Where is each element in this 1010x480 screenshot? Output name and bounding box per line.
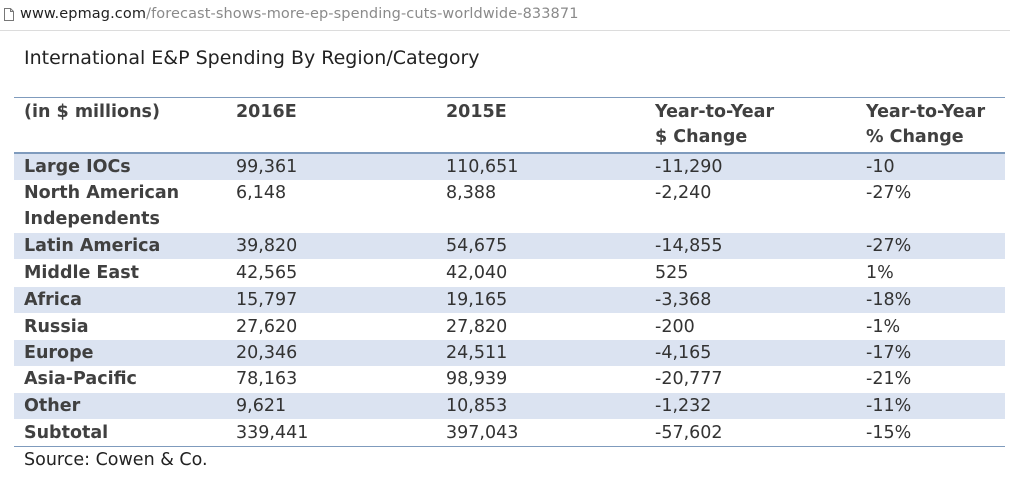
page-icon xyxy=(4,8,14,21)
table-bottom-rule xyxy=(14,446,1005,447)
table-row: Other 9,621 10,853 -1,232 -11% xyxy=(14,393,1005,419)
cell-dollar-change: -20,777 xyxy=(655,369,723,389)
header-pct-change-line2: % Change xyxy=(866,127,964,147)
cell-2015e: 42,040 xyxy=(446,263,508,283)
row-label: Large IOCs xyxy=(24,157,131,177)
row-label: Africa xyxy=(24,290,82,310)
cell-2016e: 42,565 xyxy=(236,263,298,283)
cell-pct-change: -21% xyxy=(866,369,912,389)
header-dollar-change-line2: $ Change xyxy=(655,127,748,147)
cell-2015e: 8,388 xyxy=(446,183,497,203)
cell-2015e: 98,939 xyxy=(446,369,508,389)
cell-pct-change: -27% xyxy=(866,183,912,203)
header-rule xyxy=(14,152,1005,154)
cell-2016e: 20,346 xyxy=(236,343,298,363)
cell-dollar-change: 525 xyxy=(655,263,689,283)
table-row: Europe 20,346 24,511 -4,165 -17% xyxy=(14,340,1005,366)
url-host: www.epmag.com xyxy=(20,6,147,22)
cell-dollar-change: -3,368 xyxy=(655,290,712,310)
cell-2016e: 9,621 xyxy=(236,396,287,416)
cell-dollar-change: -11,290 xyxy=(655,157,723,177)
cell-2016e: 99,361 xyxy=(236,157,298,177)
table-row-subtotal: Subtotal 339,441 397,043 -57,602 -15% xyxy=(14,420,1005,446)
cell-2015e: 19,165 xyxy=(446,290,508,310)
table-title: International E&P Spending By Region/Cat… xyxy=(24,47,480,69)
row-label-line2: Independents xyxy=(24,209,160,229)
table-row: Latin America 39,820 54,675 -14,855 -27% xyxy=(14,233,1005,259)
url-text[interactable]: www.epmag.com/forecast-shows-more-ep-spe… xyxy=(20,6,579,22)
cell-dollar-change: -200 xyxy=(655,317,695,337)
table-row: North American Independents 6,148 8,388 … xyxy=(14,180,1005,232)
row-label: Other xyxy=(24,396,81,416)
cell-2016e: 78,163 xyxy=(236,369,298,389)
header-units: (in $ millions) xyxy=(24,102,160,122)
row-label: Middle East xyxy=(24,263,139,283)
cell-pct-change: 1% xyxy=(866,263,894,283)
cell-2015e: 24,511 xyxy=(446,343,508,363)
table-row: Africa 15,797 19,165 -3,368 -18% xyxy=(14,287,1005,313)
cell-2016e: 15,797 xyxy=(236,290,298,310)
source-note: Source: Cowen & Co. xyxy=(24,450,208,470)
row-label-line1: North American xyxy=(24,183,180,203)
row-label: Russia xyxy=(24,317,89,337)
cell-2015e: 27,820 xyxy=(446,317,508,337)
cell-pct-change: -15% xyxy=(866,423,912,443)
header-dollar-change-line1: Year-to-Year xyxy=(655,102,775,122)
cell-dollar-change: -4,165 xyxy=(655,343,712,363)
cell-pct-change: -17% xyxy=(866,343,912,363)
table-top-rule xyxy=(14,97,1005,98)
table-row: Asia-Pacific 78,163 98,939 -20,777 -21% xyxy=(14,366,1005,392)
cell-dollar-change: -57,602 xyxy=(655,423,723,443)
header-pct-change-line1: Year-to-Year xyxy=(866,102,986,122)
cell-2015e: 10,853 xyxy=(446,396,508,416)
cell-dollar-change: -1,232 xyxy=(655,396,712,416)
row-label: Subtotal xyxy=(24,423,109,443)
cell-pct-change: -18% xyxy=(866,290,912,310)
cell-pct-change: -1% xyxy=(866,317,901,337)
cell-pct-change: -10 xyxy=(866,157,895,177)
row-label: Asia-Pacific xyxy=(24,369,137,389)
table-row: Middle East 42,565 42,040 525 1% xyxy=(14,260,1005,286)
address-bar[interactable]: www.epmag.com/forecast-shows-more-ep-spe… xyxy=(0,0,1010,31)
row-label: Latin America xyxy=(24,236,161,256)
cell-2016e: 339,441 xyxy=(236,423,309,443)
cell-pct-change: -11% xyxy=(866,396,912,416)
header-2015e: 2015E xyxy=(446,102,507,122)
cell-pct-change: -27% xyxy=(866,236,912,256)
table-row: Russia 27,620 27,820 -200 -1% xyxy=(14,314,1005,340)
cell-2016e: 27,620 xyxy=(236,317,298,337)
header-2016e: 2016E xyxy=(236,102,297,122)
table-row: Large IOCs 99,361 110,651 -11,290 -10 xyxy=(14,154,1005,180)
url-path: /forecast-shows-more-ep-spending-cuts-wo… xyxy=(146,6,579,22)
cell-dollar-change: -2,240 xyxy=(655,183,712,203)
row-label: Europe xyxy=(24,343,94,363)
cell-2015e: 397,043 xyxy=(446,423,519,443)
cell-2016e: 39,820 xyxy=(236,236,298,256)
cell-2015e: 54,675 xyxy=(446,236,508,256)
cell-dollar-change: -14,855 xyxy=(655,236,723,256)
cell-2015e: 110,651 xyxy=(446,157,519,177)
cell-2016e: 6,148 xyxy=(236,183,287,203)
